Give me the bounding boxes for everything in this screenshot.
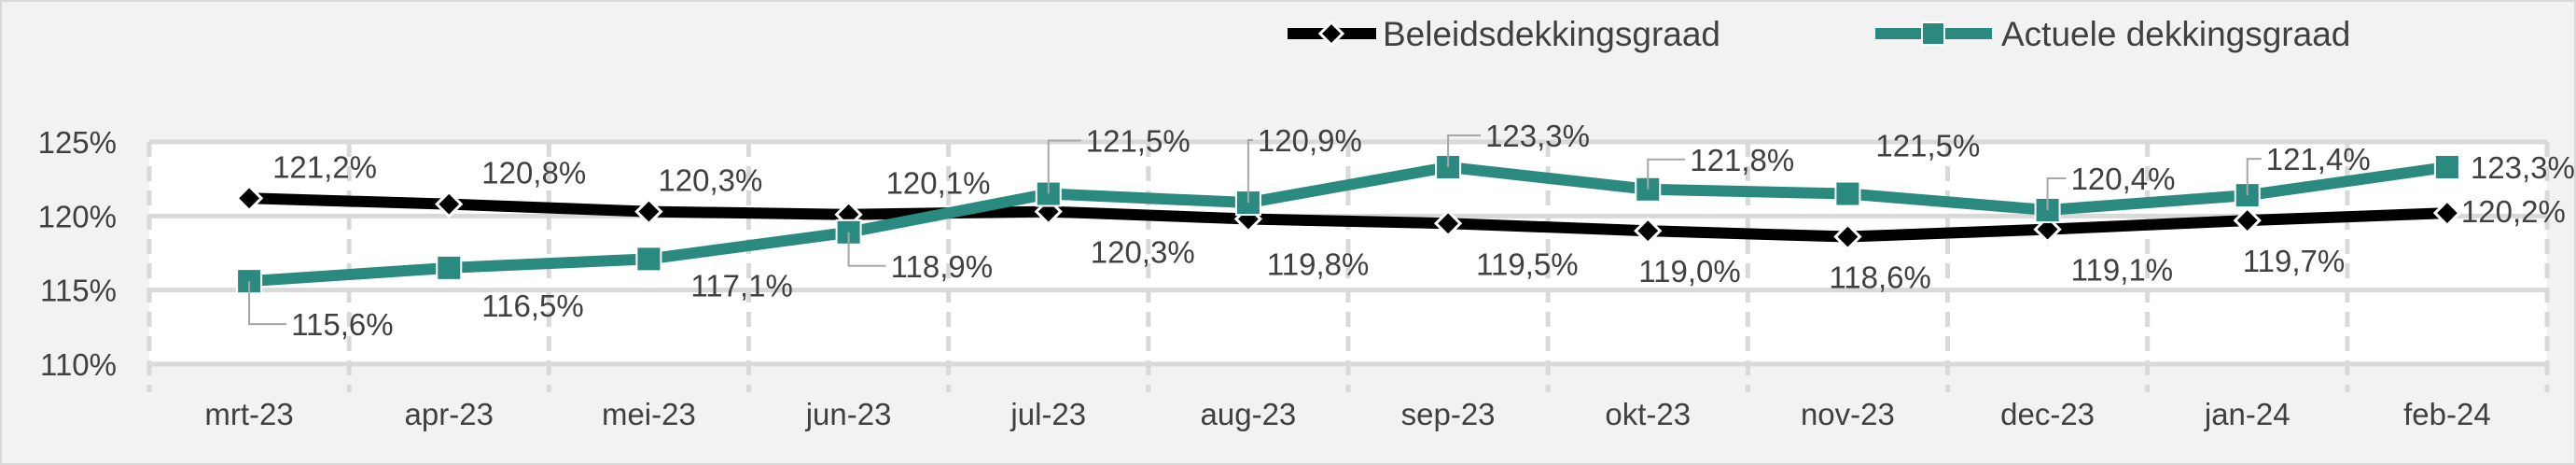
y-tick-label: 115% (40, 274, 117, 308)
marker-beleidsdekkingsgraad (234, 184, 264, 213)
x-tick-label: nov-23 (1801, 397, 1895, 431)
data-label-actuele-dekkingsgraad: 115,6% (291, 307, 393, 342)
marker-beleidsdekkingsgraad (2033, 215, 2062, 244)
legend-marker-diamond (1317, 20, 1345, 48)
x-tick-label: mei-23 (602, 397, 696, 431)
data-labels: 121,2% 120,8% 120,3% 120,1% 120,3% 119,8% 119,… (248, 119, 2575, 342)
data-label-actuele-dekkingsgraad: 121,4% (2266, 142, 2371, 176)
data-label-actuele-dekkingsgraad: 123,3% (1485, 119, 1590, 153)
data-label-actuele-dekkingsgraad: 120,4% (2071, 162, 2176, 196)
data-label-beleidsdekkingsgraad: 120,3% (1091, 235, 1195, 270)
data-label-actuele-dekkingsgraad: 118,9% (891, 249, 993, 284)
leader-line (1047, 139, 1081, 194)
data-label-beleidsdekkingsgraad: 120,3% (658, 163, 762, 198)
x-tick-label: feb-24 (2403, 397, 2491, 431)
legend: Beleidsdekkingsgraad Actuele dekkingsgraa… (1288, 15, 2350, 53)
x-tick-label: aug-23 (1201, 397, 1297, 431)
marker-actuele-dekkingsgraad (2433, 153, 2460, 180)
data-label-beleidsdekkingsgraad: 120,2% (2461, 194, 2566, 229)
data-label-beleidsdekkingsgraad: 119,8% (1267, 247, 1369, 282)
series-layer (234, 153, 2462, 295)
x-tick-label: mrt-23 (204, 397, 293, 431)
y-axis: 110% 115% 120% 125% (38, 125, 117, 382)
data-label-actuele-dekkingsgraad: 121,5% (1086, 124, 1191, 159)
series-line-actuele-dekkingsgraad (248, 161, 2448, 288)
leader-line (1447, 134, 1482, 167)
marker-beleidsdekkingsgraad (634, 197, 663, 226)
data-label-beleidsdekkingsgraad: 120,1% (886, 166, 991, 201)
leader-line (2046, 176, 2067, 210)
leader-line (2246, 158, 2262, 196)
data-label-actuele-dekkingsgraad: 121,8% (1690, 143, 1794, 177)
data-label-actuele-dekkingsgraad: 123,3% (2471, 150, 2575, 185)
x-tick-label: dec-23 (2000, 397, 2095, 431)
data-label-beleidsdekkingsgraad: 119,0% (1638, 254, 1740, 289)
y-tick-label: 125% (38, 125, 117, 160)
data-label-beleidsdekkingsgraad: 119,1% (2071, 253, 2173, 288)
data-label-beleidsdekkingsgraad: 120,8% (481, 156, 586, 190)
data-label-beleidsdekkingsgraad: 118,6% (1829, 261, 1930, 295)
legend-label-beleidsdekkingsgraad: Beleidsdekkingsgraad (1383, 15, 1720, 53)
x-tick-label: sep-23 (1401, 397, 1496, 431)
data-label-actuele-dekkingsgraad: 120,9% (1258, 123, 1362, 158)
leader-line (847, 232, 886, 267)
data-label-beleidsdekkingsgraad: 119,5% (1476, 247, 1578, 281)
marker-beleidsdekkingsgraad (1433, 209, 1463, 238)
x-tick-label: jan-24 (2204, 397, 2291, 431)
x-axis: mrt-23 apr-23 mei-23 jun-23 jul-23 aug-23 sep-… (204, 397, 2490, 431)
marker-beleidsdekkingsgraad (1833, 222, 1862, 251)
data-label-beleidsdekkingsgraad: 121,2% (272, 149, 377, 184)
y-tick-label: 120% (38, 199, 117, 233)
leader-line (1647, 158, 1686, 190)
marker-beleidsdekkingsgraad (1634, 217, 1663, 246)
x-tick-label: okt-23 (1605, 397, 1691, 431)
x-tick-label: jun-23 (805, 397, 892, 431)
marker-actuele-dekkingsgraad (436, 254, 463, 281)
data-label-actuele-dekkingsgraad: 116,5% (481, 289, 583, 323)
data-label-actuele-dekkingsgraad: 117,1% (690, 268, 792, 303)
data-label-actuele-dekkingsgraad: 121,5% (1875, 129, 1980, 163)
legend-marker-square (1921, 21, 1945, 46)
marker-actuele-dekkingsgraad (635, 246, 662, 273)
marker-beleidsdekkingsgraad (2233, 205, 2262, 235)
y-tick-label: 110% (40, 347, 117, 382)
legend-label-actuele-dekkingsgraad: Actuele dekkingsgraad (2001, 15, 2350, 53)
marker-actuele-dekkingsgraad (1834, 180, 1861, 207)
leader-line (1246, 139, 1253, 204)
marker-beleidsdekkingsgraad (2432, 199, 2462, 228)
grid-lines (146, 139, 2550, 392)
x-tick-label: apr-23 (405, 397, 494, 431)
data-label-beleidsdekkingsgraad: 119,7% (2243, 244, 2345, 278)
marker-beleidsdekkingsgraad (435, 190, 464, 218)
leader-line (248, 281, 287, 326)
series-line-beleidsdekkingsgraad (248, 192, 2448, 243)
x-tick-label: jul-23 (1010, 397, 1086, 431)
